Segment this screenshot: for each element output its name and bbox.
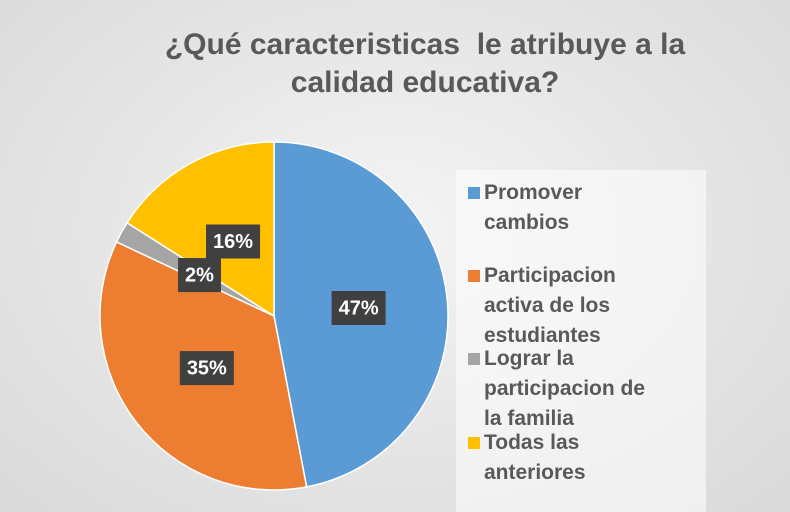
data-label: 47%: [331, 291, 386, 326]
legend-entry: Todas las anteriores: [468, 428, 660, 488]
legend-swatch: [468, 353, 480, 365]
data-label-box: [331, 291, 386, 326]
data-label: 35%: [179, 351, 234, 386]
legend-entry: Promover cambios: [468, 178, 660, 238]
legend-label: Participacion activa de los estudiantes: [484, 264, 616, 347]
data-label-box: [178, 258, 221, 293]
legend-label: Todas las anteriores: [484, 431, 586, 484]
legend-entry: Participacion activa de los estudiantes: [468, 261, 660, 351]
legend-label: Promover cambios: [484, 181, 583, 234]
data-label-text: 16%: [213, 231, 253, 253]
legend-swatch: [468, 187, 480, 199]
legend-swatch: [468, 270, 480, 282]
data-label-text: 35%: [187, 357, 227, 379]
pie-slice: [126, 141, 275, 318]
data-label: 2%: [178, 258, 221, 293]
legend-entry: Lograr la participacion de la familia: [468, 344, 660, 434]
data-label-box: [206, 224, 261, 259]
legend: Promover cambios Participacion activa de …: [456, 170, 706, 512]
data-label-text: 2%: [185, 264, 214, 286]
chart-title: ¿Qué caracteristicas le atribuye a la ca…: [164, 28, 694, 99]
data-label: 16%: [206, 224, 261, 259]
legend-swatch: [468, 437, 480, 449]
legend-label: Lograr la participacion de la familia: [484, 347, 646, 430]
data-label-text: 47%: [339, 297, 379, 319]
data-label-box: [179, 351, 234, 386]
